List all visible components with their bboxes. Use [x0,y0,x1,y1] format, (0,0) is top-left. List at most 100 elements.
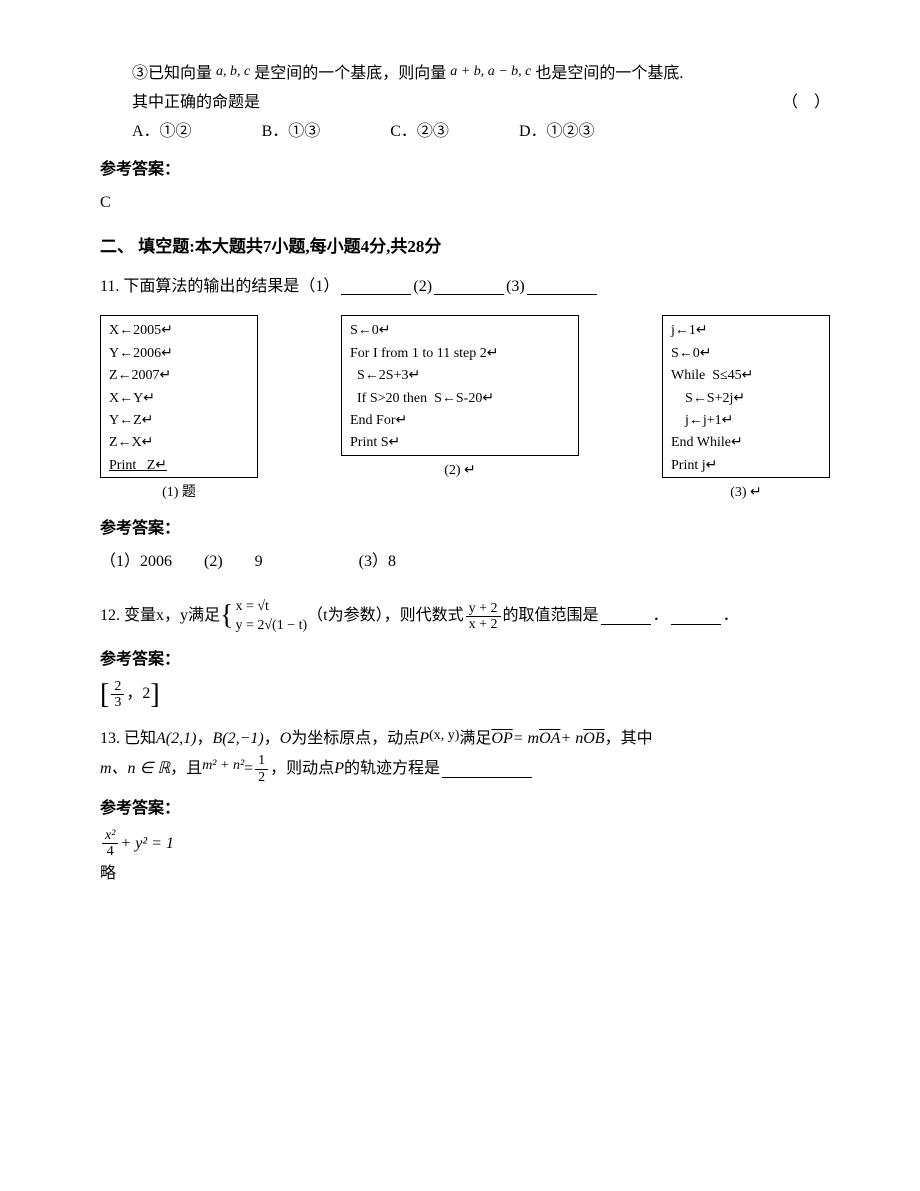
c2l1: For I from 1 to 11 step 2↵ [350,346,498,361]
answer-label-11: 参考答案： [100,515,830,544]
answer-12: [ 2 3 ， 2 ] [100,679,830,711]
answer-label-12: 参考答案： [100,646,830,675]
q13-mnlhs: m² + n² [202,753,244,778]
q11-blank-3 [527,278,597,295]
q13-blank [442,761,532,778]
q13-Pxy: (x, y) [429,723,459,748]
q13-O: O [280,725,292,754]
ans12-den: 3 [111,695,124,710]
q13-c3: ，其中 [605,725,653,754]
stmt3-vec2: a + b, a − b, c [450,64,531,79]
section-2-title: 二、 填空题:本大题共7小题,每小题4分,共28分 [100,232,830,263]
q11-blank-1 [341,278,411,295]
stmt3-vec1: a, b, c [216,64,250,79]
q12-den: x + 2 [466,617,501,632]
ans12-sep: ， [126,680,142,709]
ans13-num: x² [102,828,118,844]
c3l4: j←j+1↵ [671,413,733,428]
code-col-3: j←1↵ S←0↵ While S≤45↵ S←S+2j↵ j←j+1↵ End… [662,315,830,505]
stmt3-prefix: ③已知向量 [132,65,212,82]
q13-B: B(2,−1) [212,725,263,754]
q12-brace-l2: y = 2√(1 − t) [235,618,307,633]
code-col-2: S←0↵ For I from 1 to 11 step 2↵ S←2S+3↵ … [341,315,579,483]
q12-brace: { x = √t y = 2√(1 − t) [220,597,307,636]
ans12-open: [ [100,681,109,709]
options-row: A．①② B．①③ C．②③ D．①②③ [100,118,830,147]
answer-11: （1）2006 (2) 9 (3）8 [100,548,830,577]
q13-t2: 满足 [459,725,491,754]
q12-mid: （t为参数），则代数式 [307,602,463,631]
stmt3-mid: 是空间的一个基底，则向量 [254,65,446,82]
blank-paren: （ ） [750,89,830,118]
statement-3: ③已知向量 a, b, c 是空间的一个基底，则向量 a + b, a − b,… [100,60,830,89]
q12-num: y + 2 [466,601,501,617]
q13-l2b: ，且 [170,755,202,784]
c1l0: X←2005↵ [109,323,173,338]
code-box-2: S←0↵ For I from 1 to 11 step 2↵ S←2S+3↵ … [341,315,579,455]
q13-OP: OP [491,725,512,754]
c1l1: Y←2006↵ [109,346,173,361]
c3l0: j←1↵ [671,323,708,338]
q12-brace-l1: x = √t [235,599,268,614]
q13-line2: m、n ∈ ℝ ，且 m² + n² = 1 2 ，则动点 P 的轨迹方程是 [100,753,830,785]
option-b: B．①③ [262,118,321,147]
option-a: A．①② [132,118,192,147]
c2l4: End For↵ [350,413,407,428]
c2l3: If S>20 then S←S-20↵ [350,391,494,406]
q13-mn-frac: 1 2 [255,753,268,785]
code-caption-2: (2) ↵ [444,458,476,483]
c1l6: Print Z↵ [109,458,167,473]
q13-P: P [419,725,429,754]
c2l5: Print S↵ [350,435,400,450]
code-caption-3: (3) ↵ [730,480,762,505]
q13-A: A(2,1) [156,725,196,754]
q12-suffix: 的取值范围是 [503,602,599,631]
q13-plus: + n [560,725,583,754]
q11-g3: (3) [506,273,525,302]
q12-prefix: 12. 变量x，y满足 [100,602,220,631]
c1l5: Z←X↵ [109,435,153,450]
q12-dot2: ． [723,602,739,631]
c3l1: S←0↵ [671,346,712,361]
q12-brace-lines: x = √t y = 2√(1 − t) [235,597,307,636]
stmt3-suffix: 也是空间的一个基底. [535,65,683,82]
c1l2: Z←2007↵ [109,368,171,383]
ans13-frac: x² 4 [102,828,118,860]
ans12-v2: 2 [142,680,150,709]
q13-eqm: = m [513,725,539,754]
q13-l2a: m、n ∈ ℝ [100,755,170,784]
answer-label-1: 参考答案： [100,156,830,185]
option-c: C．②③ [390,118,449,147]
q13-c1: ， [196,725,212,754]
answer-c: C [100,189,830,218]
q11-prefix: 11. 下面算法的输出的结果是（1） [100,273,339,302]
q13-c2: ， [264,725,280,754]
c2l2: S←2S+3↵ [350,368,420,383]
q13-l2d: 的轨迹方程是 [344,755,440,784]
q12-blank-2 [671,608,721,625]
q13-l2c: ，则动点 [270,755,334,784]
q11-blank-2 [434,278,504,295]
answer-13-note: 略 [100,860,830,889]
q12-dot: ． [653,602,669,631]
code-col-1: X←2005↵ Y←2006↵ Z←2007↵ X←Y↵ Y←Z↵ Z←X↵ P… [100,315,258,505]
c3l3: S←S+2j↵ [671,391,745,406]
answer-label-13: 参考答案： [100,795,830,824]
q13-mn-num: 1 [255,753,268,769]
q13-OB: OB [583,725,604,754]
q13-t1: 为坐标原点，动点 [291,725,419,754]
left-brace-icon: { [220,602,233,630]
ans12-frac: 2 3 [111,679,124,711]
question-text: 其中正确的命题是 [100,89,260,118]
q13-mneq: = [244,755,253,784]
q12-line: 12. 变量x，y满足 { x = √t y = 2√(1 − t) （t为参数… [100,597,830,636]
code-box-1: X←2005↵ Y←2006↵ Z←2007↵ X←Y↵ Y←Z↵ Z←X↵ P… [100,315,258,478]
ans12-num: 2 [111,679,124,695]
code-boxes: X←2005↵ Y←2006↵ Z←2007↵ X←Y↵ Y←Z↵ Z←X↵ P… [100,315,830,505]
answer-13-eq: x² 4 + y² = 1 [100,828,830,860]
q11-line: 11. 下面算法的输出的结果是（1） (2) (3) [100,273,830,302]
c3l5: End While↵ [671,435,743,450]
code-caption-1: (1) 题 [162,480,196,505]
q13-pre: 13. 已知 [100,725,156,754]
question-line: 其中正确的命题是 （ ） [100,89,830,118]
